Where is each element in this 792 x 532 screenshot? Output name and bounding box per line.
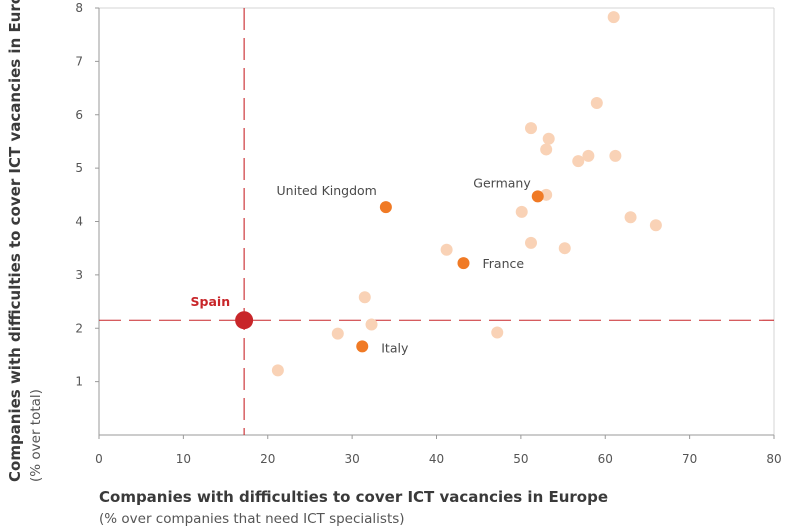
point-germany [531,190,544,203]
label-france: France [483,256,525,271]
other-points [271,11,662,377]
highlight-point [235,311,254,330]
y-axis-title: Companies with difficulties to cover ICT… [6,0,24,482]
x-tick-label: 70 [682,452,697,466]
y-tick-label: 5 [75,161,83,175]
scatter-point [491,326,504,339]
scatter-point [331,327,344,340]
scatter-point [540,143,553,156]
scatter-point [365,318,378,331]
scatter-point [607,11,620,24]
scatter-point [649,219,662,232]
x-tick-label: 50 [513,452,528,466]
y-tick-label: 1 [75,375,83,389]
highlight-point-group: Spain [191,294,254,330]
point-italy [356,340,369,353]
y-tick-label: 7 [75,54,83,68]
scatter-point [440,243,453,256]
scatter-point [558,242,571,255]
scatter-point [624,211,637,224]
scatter-point [525,122,537,135]
x-tick-label: 40 [429,452,444,466]
x-tick-label: 60 [598,452,613,466]
y-axis-subtitle: (% over total) [28,389,44,482]
scatter-point [358,291,371,304]
label-united-kingdom: United Kingdom [277,183,377,198]
y-tick-label: 2 [75,321,83,335]
scatter-point [590,97,603,110]
scatter-point [609,149,622,162]
x-axis-subtitle: (% over companies that need ICT speciali… [99,511,405,527]
y-tick-label: 4 [75,215,83,229]
scatter-point [515,205,528,218]
y-tick-label: 8 [75,1,83,15]
axes: 0 10 20 30 40 50 60 70 80 1 2 3 4 5 6 7 8 [75,1,781,466]
reference-lines [99,8,774,435]
x-axis-title: Companies with difficulties to cover ICT… [99,488,609,506]
point-france [457,257,470,270]
label-germany: Germany [473,175,531,190]
scatter-point [582,149,595,162]
scatter-point [542,132,555,145]
y-tick-label: 6 [75,108,83,122]
point-united-kingdom [379,201,392,214]
scatter-point [572,155,585,168]
x-tick-label: 80 [766,452,781,466]
x-tick-label: 20 [260,452,275,466]
scatter-point [525,236,537,249]
x-tick-label: 10 [176,452,191,466]
highlight-label: Spain [191,294,231,309]
scatter-point [271,364,284,377]
x-tick-label: 0 [95,452,103,466]
y-tick-label: 3 [75,268,83,282]
label-italy: Italy [381,340,409,355]
x-tick-label: 30 [344,452,359,466]
labeled-points: United Kingdom Germany France Italy [277,175,544,355]
